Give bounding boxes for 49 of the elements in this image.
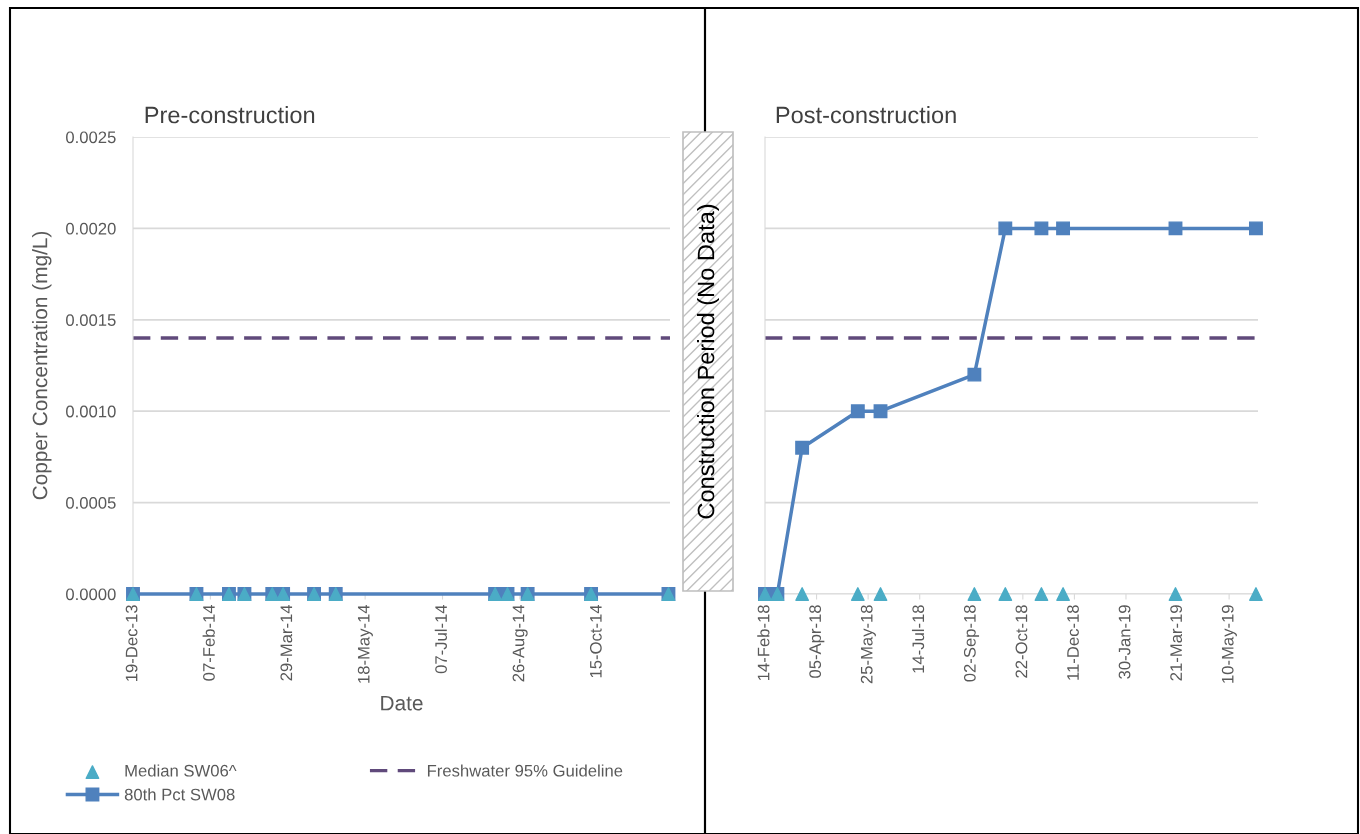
point — [1056, 587, 1070, 601]
x-tick-label: 07-Feb-14 — [202, 604, 215, 681]
point — [873, 587, 888, 601]
x-tick-label: 05-Apr-18 — [809, 605, 825, 678]
point — [1168, 221, 1183, 236]
x-tick-label: 18-May-14 — [357, 604, 373, 683]
x-tick-label: 25-May-18 — [860, 605, 876, 684]
x-tick-label: 02-Sep-18 — [963, 605, 980, 682]
point — [795, 587, 810, 601]
x-tick-label: 14-Jul-18 — [911, 605, 925, 673]
x-tick-label: 30-Jan-19 — [1118, 605, 1131, 679]
point — [967, 587, 982, 601]
point — [1056, 221, 1071, 236]
y-tick-label: 0.0020 — [66, 222, 116, 235]
point — [873, 404, 888, 419]
x-tick-label: 29-Mar-14 — [280, 604, 293, 681]
point — [850, 587, 865, 601]
x-tick-label: 15-Oct-14 — [589, 604, 602, 678]
point — [998, 587, 1013, 601]
y-tick-label: 0.0025 — [66, 131, 116, 144]
x-tick-label: 19-Dec-13 — [125, 605, 138, 681]
text: Construction Period (No Data) — [696, 204, 719, 519]
x-tick-label: 11-Dec-18 — [1067, 605, 1079, 680]
point — [1249, 587, 1263, 601]
legend-label: Freshwater 95% Guideline — [427, 764, 623, 777]
x-tick-label: 07-Jul-14 — [434, 604, 447, 674]
x-tick-label: 26-Aug-14 — [512, 604, 528, 682]
x-tick-label: 14-Feb-18 — [757, 605, 770, 681]
x-axis-title: Date — [381, 695, 423, 711]
point — [795, 440, 810, 455]
y-tick-label: 0.0005 — [66, 497, 116, 509]
point — [967, 367, 982, 382]
legend-label: Median SW06^ — [125, 764, 237, 777]
y-tick-label: 0.0010 — [66, 405, 116, 418]
legend-label: 80th Pct SW08 — [124, 788, 235, 801]
chart-title: Pre-construction — [145, 106, 315, 124]
y-axis-title: Copper Concentration (mg/L) — [32, 231, 52, 500]
chart-title: Post-construction — [776, 106, 956, 124]
point — [1034, 221, 1049, 236]
point — [1248, 221, 1263, 236]
point — [850, 404, 865, 419]
x-tick-label: 10-May-19 — [1221, 605, 1237, 683]
point — [998, 221, 1013, 236]
x-tick-label: 21-Mar-19 — [1170, 605, 1183, 681]
x-tick-label: 22-Oct-18 — [1015, 605, 1028, 678]
y-tick-label: 0.0000 — [66, 588, 116, 601]
y-tick-label: 0.0015 — [66, 314, 116, 326]
point — [1168, 587, 1183, 601]
point — [1034, 587, 1049, 601]
